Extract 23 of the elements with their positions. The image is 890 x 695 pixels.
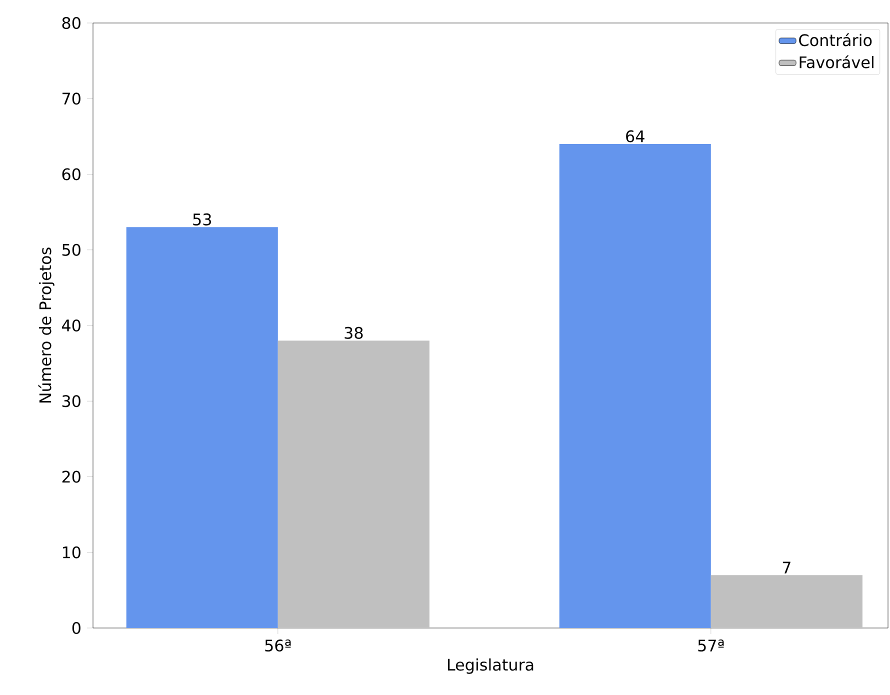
y-tick-label: 10 xyxy=(62,546,80,558)
legend-label: Contrário xyxy=(799,33,872,46)
x-tick-label: 57ª xyxy=(698,640,724,652)
bar xyxy=(710,575,862,628)
y-tick-label: 50 xyxy=(62,244,80,256)
y-tick-label: 0 xyxy=(72,622,80,634)
data-label: 38 xyxy=(344,326,363,339)
data-label: 64 xyxy=(626,130,644,142)
y-tick-label: 40 xyxy=(62,319,80,332)
y-tick-label: 60 xyxy=(62,168,80,180)
bar xyxy=(126,227,278,628)
x-axis-title: Legislatura xyxy=(448,658,534,674)
data-label: 7 xyxy=(782,562,790,574)
y-tick-label: 80 xyxy=(62,16,80,30)
y-tick-label: 70 xyxy=(62,92,80,105)
y-tick-label: 20 xyxy=(62,470,80,483)
data-label: 53 xyxy=(193,213,211,226)
legend-label: Favorável xyxy=(800,55,874,68)
x-tick-label: 56ª xyxy=(265,640,291,652)
bar xyxy=(559,144,711,628)
bar xyxy=(278,340,430,628)
y-tick-label: 30 xyxy=(62,395,80,408)
y-axis-title: Número de Projetos xyxy=(38,248,54,403)
